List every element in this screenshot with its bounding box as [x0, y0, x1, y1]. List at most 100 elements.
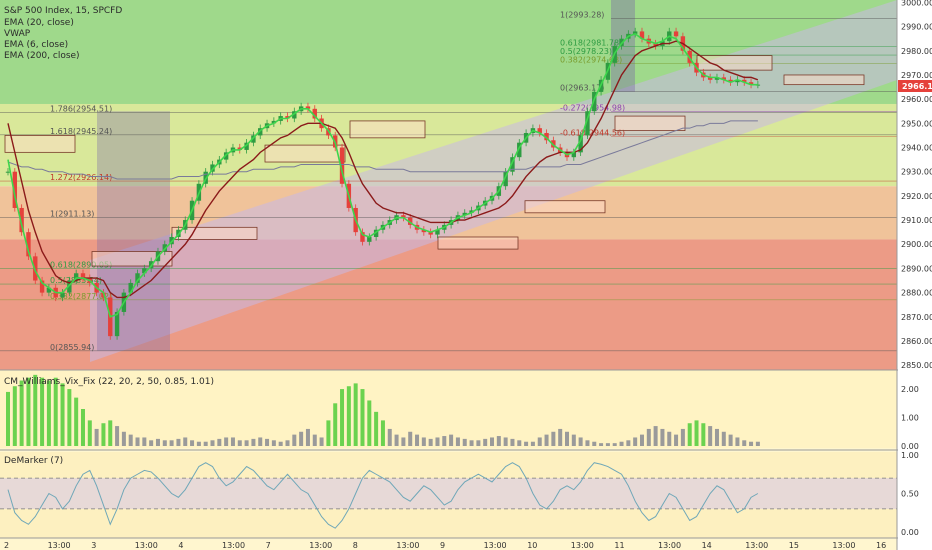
vix-bar — [203, 441, 208, 446]
candle-body — [673, 31, 679, 37]
candle-body — [714, 77, 720, 80]
candle-body — [367, 236, 372, 242]
vix-bar — [687, 423, 692, 446]
vix-bar — [442, 436, 447, 446]
vix-bar — [455, 437, 460, 446]
vix-bar — [217, 438, 222, 446]
vix-bar — [121, 431, 126, 446]
vix-bar — [449, 434, 454, 446]
fib-level-label: 1.618(2945.24) — [50, 127, 112, 136]
vix-bar — [571, 434, 576, 446]
fib-level-label: 0.382(2877.02) — [50, 292, 112, 301]
vix-bar — [128, 434, 133, 446]
demarker-axis-tick: 0.50 — [901, 490, 919, 499]
demarker-pane[interactable] — [0, 452, 897, 538]
candle-body — [639, 31, 645, 39]
vix-bar — [585, 440, 590, 446]
candle-body — [653, 43, 658, 46]
vix-bar — [387, 428, 392, 446]
candle-body — [73, 273, 79, 281]
vix-bar — [251, 438, 256, 446]
candle-body — [244, 142, 249, 150]
fib-level-label: 0.5(2978.23) — [560, 47, 612, 56]
vix-bar — [612, 443, 617, 446]
price-tag-bg — [898, 80, 932, 92]
time-axis-tick: 13:00 — [571, 541, 594, 550]
current-price-tag: 2966.15 — [898, 80, 932, 92]
legend-ema20: EMA (20, close) — [4, 18, 74, 28]
vix-bar — [401, 437, 406, 446]
vix-bar — [46, 380, 51, 446]
candle-body — [721, 77, 726, 80]
candle-body — [128, 282, 133, 293]
vix-bar — [735, 437, 740, 446]
time-axis-tick: 9 — [440, 541, 445, 550]
demarker-axis-tick: 0.00 — [901, 528, 919, 537]
time-axis-tick: 16 — [876, 541, 886, 550]
vix-bar — [394, 434, 399, 446]
chart-title: S&P 500 Index, 15, SPCFD — [4, 6, 122, 16]
vix-bar — [544, 434, 549, 446]
time-axis-tick: 13:00 — [396, 541, 419, 550]
candle-body — [285, 116, 290, 119]
vix-bar — [26, 377, 31, 446]
vix-bar — [578, 437, 583, 446]
vix-bar — [714, 428, 719, 446]
candle-body — [5, 171, 11, 173]
candle-body — [735, 79, 740, 83]
ema6-line — [7, 32, 758, 318]
candle-body — [360, 232, 365, 242]
vix-bar — [142, 437, 147, 446]
vix-bar — [319, 437, 324, 446]
time-axis-tick: 3 — [91, 541, 96, 550]
vix-bar — [667, 431, 672, 446]
vix-bar — [537, 437, 542, 446]
candle-body — [60, 292, 65, 298]
vix-bar — [94, 428, 99, 446]
price-axis-tick: 2890.00 — [901, 264, 932, 273]
candle-body — [67, 280, 72, 293]
legend-ema6: EMA (6, close) — [4, 40, 68, 50]
zone-box — [349, 120, 426, 139]
candle-body — [162, 244, 167, 252]
price-axis-tick: 2940.00 — [901, 144, 932, 153]
fib-level-label: 1.272(2926.14) — [50, 173, 112, 182]
legend-vwap: VWAP — [4, 29, 31, 39]
demarker-band — [0, 478, 897, 509]
vix-bar — [346, 386, 351, 446]
candle-body — [251, 135, 256, 143]
legend-ema200: EMA (200, close) — [4, 51, 80, 61]
time-axis-tick: 13:00 — [222, 541, 245, 550]
price-axis-tick: 2910.00 — [901, 216, 932, 225]
vix-bar — [421, 437, 426, 446]
vix-bar — [680, 428, 685, 446]
vix-bar — [305, 428, 310, 446]
candle-body — [503, 171, 508, 187]
vix-bar — [155, 438, 160, 446]
time-axis-tick: 13:00 — [48, 541, 71, 550]
price-axis-tick: 2960.00 — [901, 95, 932, 104]
fib-level-label: 0(2855.94) — [50, 343, 94, 352]
vix-bar — [415, 434, 420, 446]
candle-body — [421, 229, 427, 233]
time-axis-tick: 8 — [353, 541, 358, 550]
ema200-line — [7, 120, 758, 180]
demarker-axis-tick: 1.00 — [901, 451, 919, 460]
candle-body — [469, 210, 474, 213]
chart-legend: S&P 500 Index, 15, SPCFD EMA (20, close)… — [4, 6, 122, 61]
zone-box — [614, 115, 686, 131]
price-axis-tick: 2970.00 — [901, 71, 932, 80]
vix-bar — [408, 431, 413, 446]
vix-bar — [653, 426, 658, 446]
candle-body — [39, 280, 45, 293]
fib-level-label: 0.382(2974.68) — [560, 56, 622, 65]
vix-bar — [510, 438, 515, 446]
vix-bar — [6, 391, 10, 446]
candle-body — [210, 164, 215, 172]
vix-bar — [278, 441, 283, 446]
williams-vix-fix-pane[interactable] — [0, 370, 897, 448]
vix-bar — [660, 428, 665, 446]
vix-bar — [67, 389, 72, 446]
price-axis-tick: 2980.00 — [901, 47, 932, 56]
fib-level-label: 1(2911.13) — [50, 209, 94, 218]
